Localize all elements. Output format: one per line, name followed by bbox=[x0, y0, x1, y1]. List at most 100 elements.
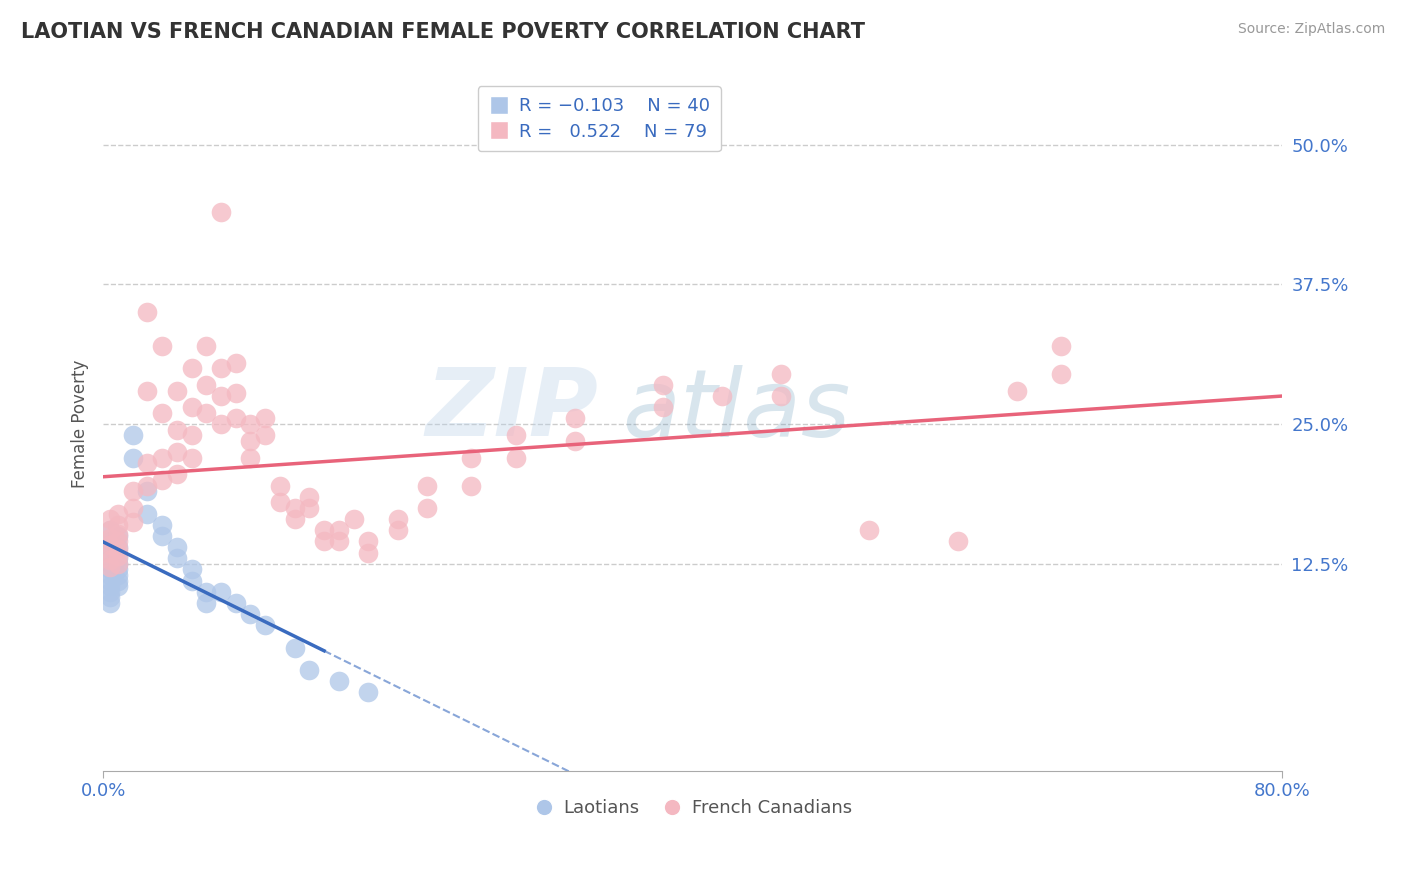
Point bbox=[195, 596, 218, 610]
Point bbox=[180, 361, 202, 376]
Point bbox=[136, 484, 159, 499]
Point bbox=[254, 411, 277, 425]
Point bbox=[121, 484, 143, 499]
Point bbox=[121, 428, 143, 442]
Point bbox=[150, 517, 173, 532]
Point bbox=[100, 538, 122, 552]
Point bbox=[100, 574, 122, 588]
Point bbox=[107, 557, 129, 571]
Point bbox=[314, 534, 336, 549]
Point bbox=[107, 574, 129, 588]
Point bbox=[107, 542, 129, 557]
Point bbox=[100, 557, 122, 571]
Point bbox=[107, 526, 129, 541]
Point bbox=[136, 507, 159, 521]
Point bbox=[166, 467, 188, 482]
Point bbox=[100, 562, 122, 576]
Point bbox=[180, 574, 202, 588]
Point bbox=[225, 385, 247, 400]
Point bbox=[150, 450, 173, 465]
Point bbox=[416, 478, 439, 492]
Point bbox=[100, 591, 122, 605]
Point bbox=[357, 685, 380, 699]
Point bbox=[1049, 367, 1071, 381]
Point bbox=[121, 500, 143, 515]
Point bbox=[107, 562, 129, 576]
Point bbox=[100, 512, 122, 526]
Point bbox=[209, 204, 232, 219]
Point bbox=[710, 389, 733, 403]
Point bbox=[284, 500, 307, 515]
Point bbox=[107, 579, 129, 593]
Point bbox=[100, 579, 122, 593]
Point bbox=[107, 549, 129, 563]
Point bbox=[328, 523, 350, 537]
Point bbox=[225, 355, 247, 369]
Point bbox=[387, 512, 409, 526]
Point bbox=[769, 389, 792, 403]
Point bbox=[269, 478, 291, 492]
Point bbox=[284, 640, 307, 655]
Point bbox=[946, 534, 969, 549]
Point bbox=[150, 473, 173, 487]
Point bbox=[314, 523, 336, 537]
Point bbox=[100, 546, 122, 560]
Point bbox=[121, 516, 143, 530]
Point bbox=[239, 450, 262, 465]
Point bbox=[180, 562, 202, 576]
Point bbox=[100, 523, 122, 537]
Point bbox=[100, 540, 122, 554]
Point bbox=[195, 406, 218, 420]
Point bbox=[209, 417, 232, 431]
Point bbox=[254, 428, 277, 442]
Point bbox=[298, 490, 321, 504]
Point bbox=[652, 378, 675, 392]
Point bbox=[564, 411, 586, 425]
Point bbox=[107, 529, 129, 543]
Point bbox=[858, 523, 880, 537]
Point bbox=[136, 384, 159, 398]
Point bbox=[357, 546, 380, 560]
Point bbox=[195, 584, 218, 599]
Point bbox=[460, 478, 482, 492]
Point bbox=[239, 417, 262, 431]
Point bbox=[298, 500, 321, 515]
Text: ZIP: ZIP bbox=[425, 364, 598, 456]
Point bbox=[342, 512, 364, 526]
Point bbox=[121, 450, 143, 465]
Point bbox=[136, 305, 159, 319]
Point bbox=[150, 529, 173, 543]
Point bbox=[239, 607, 262, 622]
Point bbox=[460, 450, 482, 465]
Text: LAOTIAN VS FRENCH CANADIAN FEMALE POVERTY CORRELATION CHART: LAOTIAN VS FRENCH CANADIAN FEMALE POVERT… bbox=[21, 22, 865, 42]
Point bbox=[505, 428, 527, 442]
Point bbox=[100, 546, 122, 560]
Point bbox=[328, 674, 350, 689]
Point bbox=[107, 507, 129, 521]
Point bbox=[195, 339, 218, 353]
Point bbox=[166, 540, 188, 554]
Point bbox=[150, 406, 173, 420]
Point bbox=[136, 478, 159, 492]
Point bbox=[180, 428, 202, 442]
Point bbox=[387, 523, 409, 537]
Point bbox=[107, 540, 129, 554]
Point bbox=[195, 378, 218, 392]
Point bbox=[180, 450, 202, 465]
Point bbox=[107, 568, 129, 582]
Point bbox=[107, 534, 129, 549]
Point bbox=[100, 568, 122, 582]
Point bbox=[564, 434, 586, 448]
Point bbox=[100, 531, 122, 545]
Legend: Laotians, French Canadians: Laotians, French Canadians bbox=[526, 791, 859, 824]
Point bbox=[166, 551, 188, 566]
Point bbox=[505, 450, 527, 465]
Point bbox=[107, 557, 129, 571]
Point bbox=[225, 596, 247, 610]
Point bbox=[100, 553, 122, 567]
Point bbox=[1049, 339, 1071, 353]
Point bbox=[416, 500, 439, 515]
Point bbox=[150, 339, 173, 353]
Point bbox=[269, 495, 291, 509]
Point bbox=[209, 584, 232, 599]
